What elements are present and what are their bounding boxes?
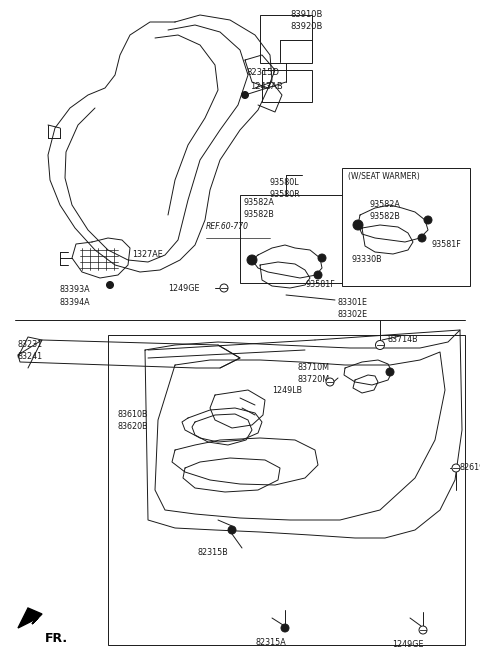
Text: 83302E: 83302E <box>338 310 368 319</box>
Circle shape <box>386 368 394 376</box>
Circle shape <box>314 271 322 279</box>
Text: 83920B: 83920B <box>290 22 323 31</box>
Text: 83231: 83231 <box>18 340 43 349</box>
Bar <box>240 195 358 283</box>
Circle shape <box>247 255 257 265</box>
Circle shape <box>107 282 113 288</box>
Text: 1249GE: 1249GE <box>168 284 200 293</box>
Circle shape <box>228 526 236 534</box>
Circle shape <box>353 220 363 230</box>
Text: 93330B: 93330B <box>352 255 383 264</box>
Text: 83393A: 83393A <box>60 285 91 294</box>
Circle shape <box>326 378 334 386</box>
Text: 82619B: 82619B <box>460 463 480 472</box>
Text: 93582B: 93582B <box>244 210 275 219</box>
Circle shape <box>424 216 432 224</box>
Circle shape <box>220 284 228 292</box>
Text: 93580R: 93580R <box>270 190 301 199</box>
Circle shape <box>418 234 426 242</box>
Polygon shape <box>18 608 42 628</box>
Text: 93582A: 93582A <box>244 198 275 207</box>
Text: 1243AB: 1243AB <box>250 82 283 91</box>
Text: 83394A: 83394A <box>60 298 91 307</box>
Text: 93581F: 93581F <box>306 280 336 289</box>
Text: 83241: 83241 <box>18 352 43 361</box>
Text: 83910B: 83910B <box>290 10 323 19</box>
Text: 93582B: 93582B <box>370 212 401 221</box>
Text: REF.60-770: REF.60-770 <box>206 222 249 231</box>
Bar <box>108 335 465 645</box>
Bar <box>260 15 312 63</box>
Text: 83714B: 83714B <box>388 335 419 344</box>
Circle shape <box>318 254 326 262</box>
Text: 93580L: 93580L <box>270 178 300 187</box>
Circle shape <box>281 624 289 632</box>
Text: 82315A: 82315A <box>255 638 286 647</box>
Text: 1249GE: 1249GE <box>392 640 423 649</box>
Text: 83301E: 83301E <box>338 298 368 307</box>
Text: 1327AE: 1327AE <box>132 250 163 259</box>
Bar <box>262 70 312 102</box>
Bar <box>342 168 470 286</box>
Circle shape <box>419 626 427 634</box>
Circle shape <box>452 464 460 472</box>
Text: 82315D: 82315D <box>246 68 279 77</box>
Text: 82315B: 82315B <box>198 548 229 557</box>
Text: 93581F: 93581F <box>432 240 462 249</box>
Text: (W/SEAT WARMER): (W/SEAT WARMER) <box>348 172 420 181</box>
Text: 83620B: 83620B <box>118 422 149 431</box>
Text: 83710M: 83710M <box>298 363 330 372</box>
Text: 83720M: 83720M <box>298 375 330 384</box>
Circle shape <box>375 340 384 350</box>
Text: 83610B: 83610B <box>118 410 148 419</box>
Text: 1249LB: 1249LB <box>272 386 302 395</box>
Text: 93582A: 93582A <box>370 200 401 209</box>
Text: FR.: FR. <box>45 631 68 645</box>
Circle shape <box>241 91 249 99</box>
